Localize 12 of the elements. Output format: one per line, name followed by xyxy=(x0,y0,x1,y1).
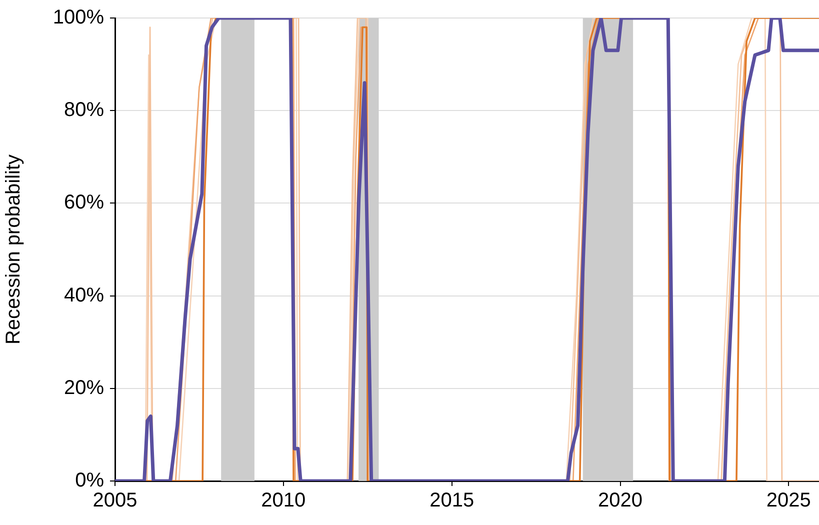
x-tick-label: 2015 xyxy=(430,490,474,512)
y-tick-label: 0% xyxy=(75,470,104,492)
y-tick-label: 40% xyxy=(64,284,104,306)
y-tick-label: 80% xyxy=(64,99,104,122)
x-tick-label: 2005 xyxy=(92,490,138,512)
x-tick-label: 2025 xyxy=(766,490,811,512)
y-axis-title: Recession probability xyxy=(2,154,25,345)
y-tick-label: 20% xyxy=(64,376,104,399)
x-tick-label: 2020 xyxy=(598,490,643,512)
y-tick-label: 100% xyxy=(52,6,104,29)
x-tick-label: 2010 xyxy=(261,490,306,512)
y-tick-label: 60% xyxy=(64,192,104,214)
